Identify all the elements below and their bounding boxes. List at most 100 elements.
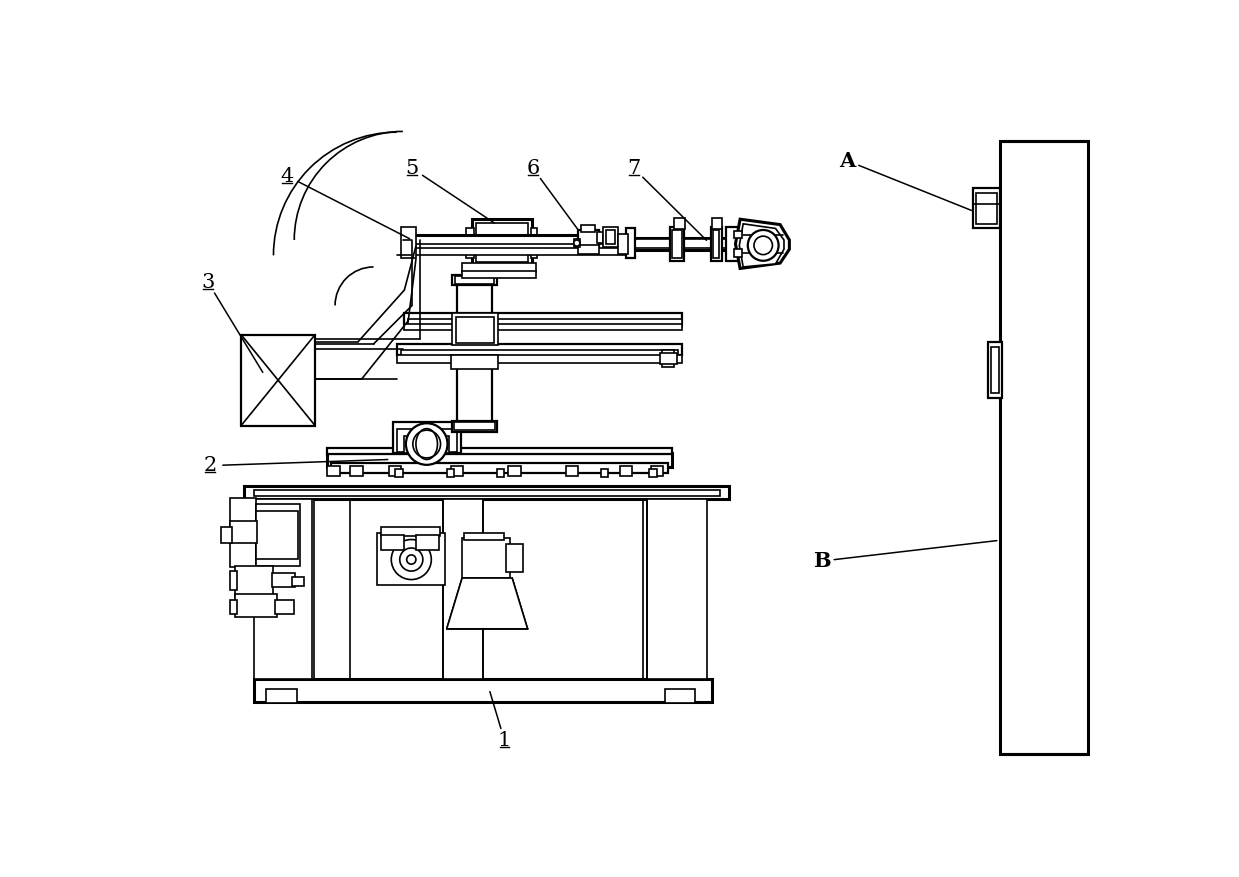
Bar bbox=[229, 571, 238, 590]
Bar bbox=[255, 511, 299, 559]
Bar bbox=[733, 249, 742, 257]
Bar bbox=[378, 532, 445, 585]
Bar bbox=[601, 469, 608, 477]
Bar bbox=[403, 230, 414, 254]
Bar bbox=[733, 231, 742, 239]
Bar bbox=[266, 689, 296, 702]
Text: 6: 6 bbox=[527, 159, 540, 178]
Bar bbox=[271, 574, 295, 588]
Bar bbox=[632, 238, 746, 250]
Bar bbox=[453, 423, 496, 431]
Bar bbox=[244, 486, 730, 500]
Bar bbox=[396, 344, 681, 355]
Bar bbox=[382, 527, 440, 537]
Bar bbox=[404, 324, 681, 330]
Polygon shape bbox=[447, 578, 528, 629]
Bar bbox=[395, 469, 403, 477]
Bar bbox=[404, 235, 632, 246]
Bar bbox=[404, 313, 681, 324]
Bar bbox=[235, 566, 274, 596]
Bar bbox=[463, 532, 504, 540]
Circle shape bbox=[413, 431, 441, 458]
Bar bbox=[462, 538, 510, 578]
Bar bbox=[254, 490, 720, 496]
Text: 2: 2 bbox=[203, 456, 217, 475]
Bar bbox=[649, 469, 657, 477]
Text: B: B bbox=[813, 551, 830, 571]
Bar bbox=[331, 463, 669, 473]
Bar bbox=[404, 248, 632, 254]
Text: A: A bbox=[839, 151, 855, 171]
Polygon shape bbox=[740, 224, 784, 267]
Bar bbox=[442, 500, 483, 679]
Bar bbox=[254, 679, 712, 702]
Bar bbox=[991, 347, 999, 393]
Circle shape bbox=[392, 539, 431, 580]
Bar bbox=[400, 227, 416, 258]
Bar bbox=[987, 342, 1002, 398]
Bar bbox=[396, 429, 457, 452]
Bar bbox=[416, 535, 439, 550]
Bar bbox=[620, 466, 632, 476]
Circle shape bbox=[406, 555, 416, 564]
Bar bbox=[508, 466, 520, 476]
Bar bbox=[255, 504, 300, 566]
Bar bbox=[382, 535, 404, 550]
Bar bbox=[647, 500, 707, 679]
Bar bbox=[472, 219, 533, 266]
Bar bbox=[408, 319, 681, 327]
Bar bbox=[650, 466, 663, 476]
Bar bbox=[506, 544, 523, 572]
Bar bbox=[660, 353, 676, 364]
Bar bbox=[618, 234, 628, 253]
Text: 1: 1 bbox=[498, 731, 512, 750]
Bar bbox=[714, 230, 720, 258]
Bar bbox=[606, 230, 616, 244]
Bar bbox=[452, 421, 497, 432]
Bar bbox=[451, 466, 463, 476]
Bar bbox=[973, 189, 1000, 228]
Bar bbox=[457, 282, 492, 424]
Bar bbox=[229, 601, 238, 614]
Bar bbox=[451, 355, 498, 369]
Bar bbox=[404, 437, 449, 453]
Polygon shape bbox=[351, 496, 643, 679]
Bar bbox=[452, 275, 497, 285]
Bar bbox=[396, 355, 681, 363]
Bar bbox=[229, 498, 255, 567]
Bar bbox=[327, 448, 673, 454]
Bar bbox=[327, 466, 339, 476]
Bar bbox=[351, 466, 363, 476]
Text: 3: 3 bbox=[201, 273, 214, 292]
Bar bbox=[292, 577, 304, 587]
Bar bbox=[634, 239, 745, 248]
Bar bbox=[389, 466, 401, 476]
Bar bbox=[242, 335, 315, 425]
Bar bbox=[711, 227, 721, 260]
Circle shape bbox=[406, 424, 447, 465]
Circle shape bbox=[755, 236, 772, 254]
Bar bbox=[574, 239, 580, 247]
Bar bbox=[327, 453, 673, 467]
Circle shape bbox=[400, 548, 422, 571]
Bar bbox=[581, 225, 595, 232]
Bar bbox=[497, 469, 504, 477]
Bar bbox=[447, 469, 455, 477]
Bar bbox=[229, 521, 256, 543]
Bar bbox=[275, 601, 295, 614]
Text: 7: 7 bbox=[627, 159, 641, 178]
Bar bbox=[663, 350, 674, 367]
Bar bbox=[221, 527, 232, 543]
Bar bbox=[664, 689, 695, 702]
Bar bbox=[235, 595, 278, 617]
Bar bbox=[626, 228, 636, 258]
Circle shape bbox=[574, 240, 580, 246]
Bar bbox=[254, 500, 315, 679]
Bar bbox=[462, 263, 536, 273]
Bar bbox=[452, 313, 498, 346]
Bar bbox=[597, 232, 603, 243]
Bar bbox=[466, 228, 473, 258]
Bar bbox=[726, 227, 740, 260]
Bar bbox=[712, 218, 721, 229]
Bar bbox=[674, 218, 685, 229]
